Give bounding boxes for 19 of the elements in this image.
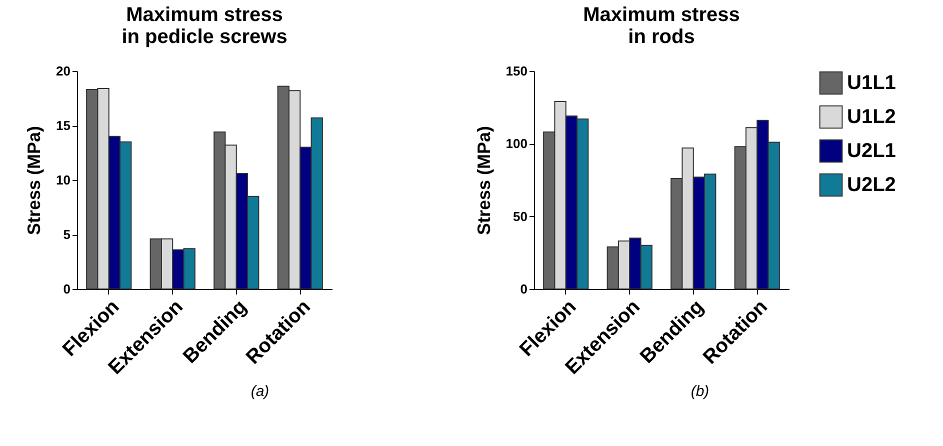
- y-tick-label: 5: [63, 227, 70, 242]
- chart-title: Maximum stress in pedicle screws: [122, 4, 288, 48]
- y-tick-label: 0: [520, 282, 528, 296]
- text: (a): [250, 383, 270, 400]
- text: (b): [690, 383, 710, 400]
- y-tick-label: 100: [506, 136, 528, 152]
- legend-label: U1L1: [847, 72, 896, 94]
- y-axis-title: Stress (MPa): [474, 126, 494, 236]
- legend-label: U2L1: [847, 140, 896, 162]
- y-tick-label: 10: [56, 172, 70, 188]
- y-tick-label: 15: [56, 118, 70, 133]
- legend-label: U2L2: [847, 174, 896, 196]
- chart-title: Maximum stress in rods: [583, 4, 740, 48]
- y-axis-title: Stress (MPa): [24, 126, 44, 236]
- y-tick-label: 0: [63, 282, 70, 296]
- y-tick-label: 150: [506, 64, 528, 78]
- y-tick-label: 50: [513, 208, 528, 224]
- legend-label: U1L2: [847, 106, 896, 128]
- y-tick-label: 20: [56, 64, 70, 78]
